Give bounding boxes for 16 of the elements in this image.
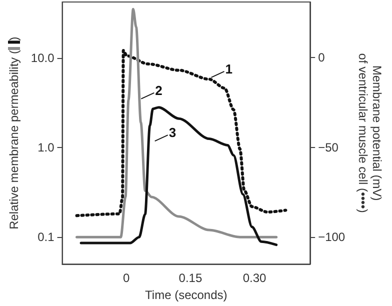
y-axis-title: Relative membrane permeability () <box>7 36 21 230</box>
y-tick-label: 10.0 <box>30 50 55 65</box>
y2-tick-label: 0 <box>318 50 326 65</box>
x-tick-label: 0.15 <box>178 271 202 286</box>
line-series <box>76 8 278 238</box>
annotation: 2 <box>155 82 162 98</box>
y2-tick-label: −100 <box>318 230 346 244</box>
x-tick-label: 0 <box>123 271 130 286</box>
y2-axis-title: Membrane potential (mV) of ventricular muscle cell (••••) <box>356 53 384 213</box>
y2-tick-label: −50 <box>318 140 339 154</box>
annotation: 1 <box>225 61 232 76</box>
x-axis-title: Time (seconds) <box>145 288 228 302</box>
annotation: 3 <box>168 125 176 140</box>
x-tick-label: 0.30 <box>242 271 267 286</box>
y-tick-label: 1.0 <box>38 140 55 154</box>
y-tick-label: 0.1 <box>38 230 55 244</box>
